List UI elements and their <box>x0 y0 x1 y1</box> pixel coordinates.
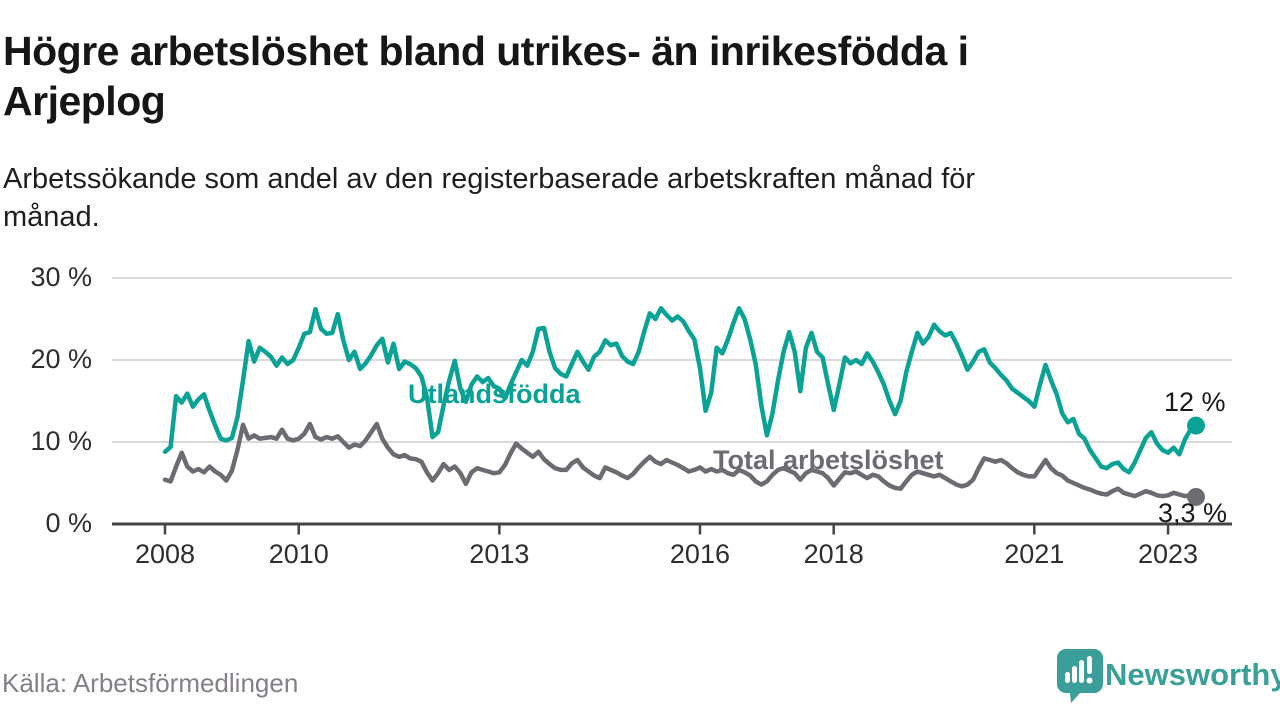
y-tick-label: 10 % <box>30 426 92 456</box>
y-tick-label: 20 % <box>30 344 92 374</box>
end-value-label-total: 3,3 % <box>1158 498 1228 528</box>
source-caption: Källa: Arbetsförmedlingen <box>2 668 299 698</box>
series-line-utlandsf-dda <box>162 306 1199 475</box>
x-tick-label: 2023 <box>1138 539 1199 569</box>
newsworthy-logo: Newsworthy <box>1056 648 1280 708</box>
series-label-utlandsfodda: Utlandsfödda <box>408 379 581 409</box>
series-line-total-arbetsl-shet <box>162 421 1199 500</box>
y-tick-label: 0 % <box>45 508 92 538</box>
x-tick-label: 2018 <box>803 539 864 569</box>
chart-subtitle: Arbetssökande som andel av den registerb… <box>3 163 976 233</box>
chart-title: Högre arbetslöshet bland utrikes- än inr… <box>3 28 969 124</box>
newsworthy-bubble-icon <box>1057 649 1103 703</box>
newsworthy-brand-name: Newsworthy <box>1105 657 1280 692</box>
x-tick-label: 2008 <box>134 539 196 569</box>
x-tick-label: 2021 <box>1004 539 1065 569</box>
series-end-dot <box>1187 416 1205 435</box>
series-end-dot <box>1187 487 1205 506</box>
x-tick-label: 2013 <box>469 539 530 569</box>
series-label-total-arbetsloshet: Total arbetslöshet <box>713 445 944 475</box>
x-tick-label: 2016 <box>669 539 730 569</box>
end-value-label-utlandsfodda: 12 % <box>1164 387 1226 417</box>
x-tick-label: 2010 <box>268 539 329 569</box>
y-tick-label: 30 % <box>30 262 92 292</box>
